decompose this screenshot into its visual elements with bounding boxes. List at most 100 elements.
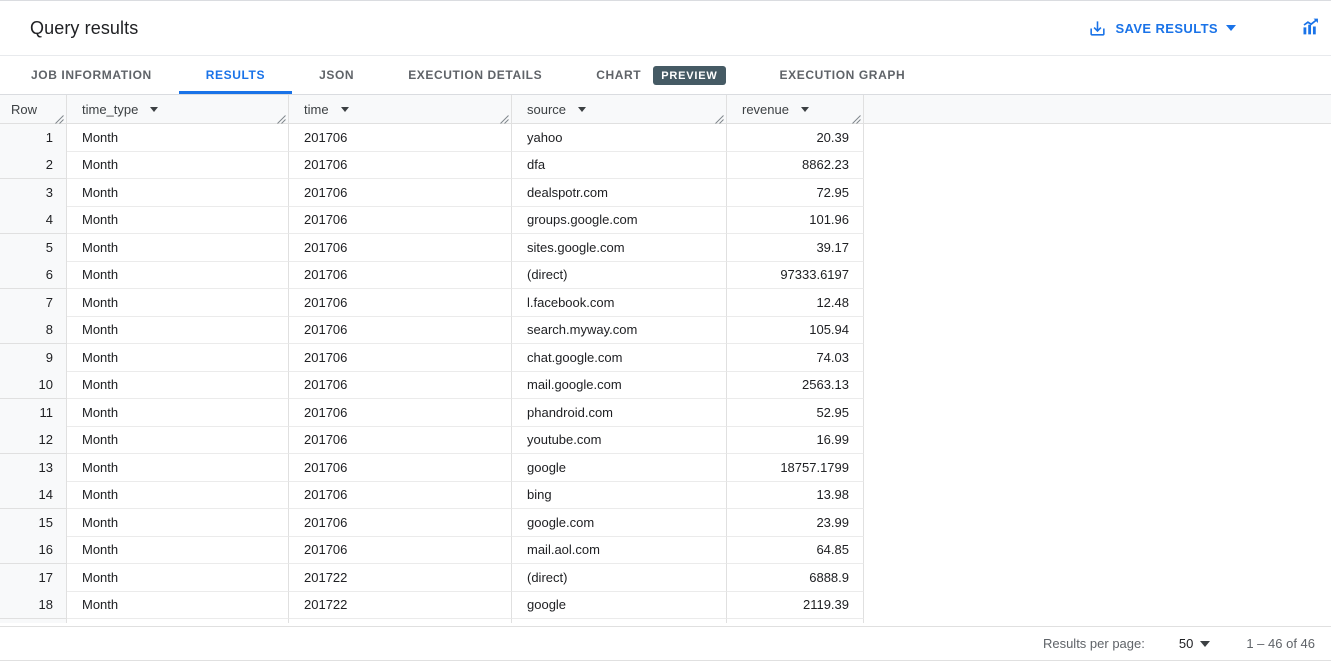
column-menu-caret-icon[interactable] (800, 106, 809, 112)
results-range-label: 1 – 46 of 46 (1246, 636, 1315, 651)
revenue-cell: 18757.1799 (727, 454, 864, 482)
page-size-dropdown[interactable]: 50 (1178, 636, 1211, 651)
column-label: Row (11, 101, 38, 117)
pagination-footer: Results per page: 50 1 – 46 of 46 (0, 626, 1331, 661)
row-number-cell: 14 (0, 481, 67, 509)
row-number-cell: 5 (0, 234, 67, 262)
row-number-cell: 6 (0, 261, 67, 289)
tab-job-information[interactable]: JOB INFORMATION (4, 56, 179, 94)
tabbar: JOB INFORMATION RESULTS JSON EXECUTION D… (0, 56, 1331, 95)
revenue-cell: 97333.6197 (727, 261, 864, 289)
results-per-page-label: Results per page: (1042, 636, 1145, 651)
row-number-cell: 3 (0, 179, 67, 207)
row-number-cell: 1 (0, 124, 67, 152)
time-cell: 201706 (289, 509, 512, 537)
column-resize-handle[interactable] (852, 112, 861, 124)
save-results-label: SAVE RESULTS (1115, 20, 1218, 36)
revenue-cell: 16.99 (727, 426, 864, 454)
tab-label: EXECUTION DETAILS (408, 68, 543, 82)
page-size-value: 50 (1178, 636, 1194, 651)
time-type-cell: Month (67, 261, 289, 289)
source-cell: l.facebook.com (512, 289, 727, 317)
tab-chart[interactable]: CHART PREVIEW (569, 56, 752, 94)
time-cell: 201706 (289, 371, 512, 399)
row-number-cell: 4 (0, 206, 67, 234)
table-row: 7 Month 201706 l.facebook.com 12.48 (0, 289, 1331, 317)
tab-results[interactable]: RESULTS (178, 56, 293, 94)
time-cell: 201706 (289, 399, 512, 427)
time-type-cell: Month (67, 234, 289, 262)
row-number-cell: 13 (0, 454, 67, 482)
column-header-time[interactable]: time (289, 95, 512, 124)
tab-execution-graph[interactable]: EXECUTION GRAPH (753, 56, 933, 94)
column-menu-caret-icon[interactable] (150, 106, 159, 112)
time-cell: 201706 (289, 206, 512, 234)
revenue-cell: 105.94 (727, 316, 864, 344)
row-number-cell: 11 (0, 399, 67, 427)
table-row: 1 Month 201706 yahoo 20.39 (0, 124, 1331, 152)
column-header-revenue[interactable]: revenue (727, 95, 864, 124)
revenue-cell: 2119.39 (727, 591, 864, 619)
results-table: Row time_type time source revenue (0, 95, 1331, 661)
time-cell: 201706 (289, 124, 512, 152)
source-cell: dfa (512, 151, 727, 179)
revenue-cell: 23.99 (727, 509, 864, 537)
revenue-cell: 64.85 (727, 536, 864, 564)
source-cell: mail.google.com (512, 371, 727, 399)
column-resize-handle[interactable] (715, 112, 724, 124)
tab-label: EXECUTION GRAPH (779, 68, 906, 82)
time-type-cell: Month (67, 124, 289, 152)
column-menu-caret-icon[interactable] (578, 106, 587, 112)
column-menu-caret-icon[interactable] (340, 106, 349, 112)
page-size-caret-icon (1200, 640, 1211, 647)
row-number-cell: 10 (0, 371, 67, 399)
column-resize-handle[interactable] (500, 112, 509, 124)
table-row: 12 Month 201706 youtube.com 16.99 (0, 426, 1331, 454)
source-cell: youtube.com (512, 426, 727, 454)
partial-row (0, 619, 1331, 623)
tab-execution-details[interactable]: EXECUTION DETAILS (381, 56, 569, 94)
time-type-cell: Month (67, 399, 289, 427)
column-header-source[interactable]: source (512, 95, 727, 124)
time-type-cell: Month (67, 316, 289, 344)
time-cell: 201706 (289, 289, 512, 317)
source-cell: bing (512, 481, 727, 509)
tab-json[interactable]: JSON (292, 56, 381, 94)
time-type-cell: Month (67, 179, 289, 207)
save-results-button[interactable]: SAVE RESULTS (1088, 19, 1236, 38)
download-icon (1088, 19, 1107, 38)
column-label: time (304, 101, 329, 117)
source-cell: groups.google.com (512, 206, 727, 234)
table-row: 17 Month 201722 (direct) 6888.9 (0, 564, 1331, 592)
table-row: 9 Month 201706 chat.google.com 74.03 (0, 344, 1331, 372)
column-header-filler (864, 95, 1331, 123)
revenue-cell: 8862.23 (727, 151, 864, 179)
table-row: 6 Month 201706 (direct) 97333.6197 (0, 261, 1331, 289)
revenue-cell: 12.48 (727, 289, 864, 317)
time-type-cell: Month (67, 344, 289, 372)
row-number-cell: 17 (0, 564, 67, 592)
column-header-time-type[interactable]: time_type (67, 95, 289, 124)
source-cell: yahoo (512, 124, 727, 152)
column-resize-handle[interactable] (277, 112, 286, 124)
source-cell: sites.google.com (512, 234, 727, 262)
column-resize-handle[interactable] (55, 112, 64, 124)
revenue-cell: 2563.13 (727, 371, 864, 399)
column-label: revenue (742, 101, 789, 117)
table-row: 13 Month 201706 google 18757.1799 (0, 454, 1331, 482)
save-results-caret-icon (1226, 25, 1236, 31)
source-cell: dealspotr.com (512, 179, 727, 207)
table-row: 18 Month 201722 google 2119.39 (0, 591, 1331, 619)
revenue-cell: 72.95 (727, 179, 864, 207)
source-cell: phandroid.com (512, 399, 727, 427)
time-cell: 201706 (289, 426, 512, 454)
page-title: Query results (30, 17, 139, 38)
explore-data-button[interactable] (1298, 14, 1323, 42)
time-type-cell: Month (67, 591, 289, 619)
row-number-cell: 18 (0, 591, 67, 619)
column-header-row: Row (0, 95, 67, 124)
row-number-cell: 16 (0, 536, 67, 564)
table-header-row: Row time_type time source revenue (0, 95, 1331, 124)
tab-label: JSON (319, 68, 355, 82)
source-cell: search.myway.com (512, 316, 727, 344)
